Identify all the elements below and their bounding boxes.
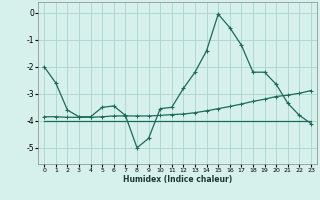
X-axis label: Humidex (Indice chaleur): Humidex (Indice chaleur) <box>123 175 232 184</box>
